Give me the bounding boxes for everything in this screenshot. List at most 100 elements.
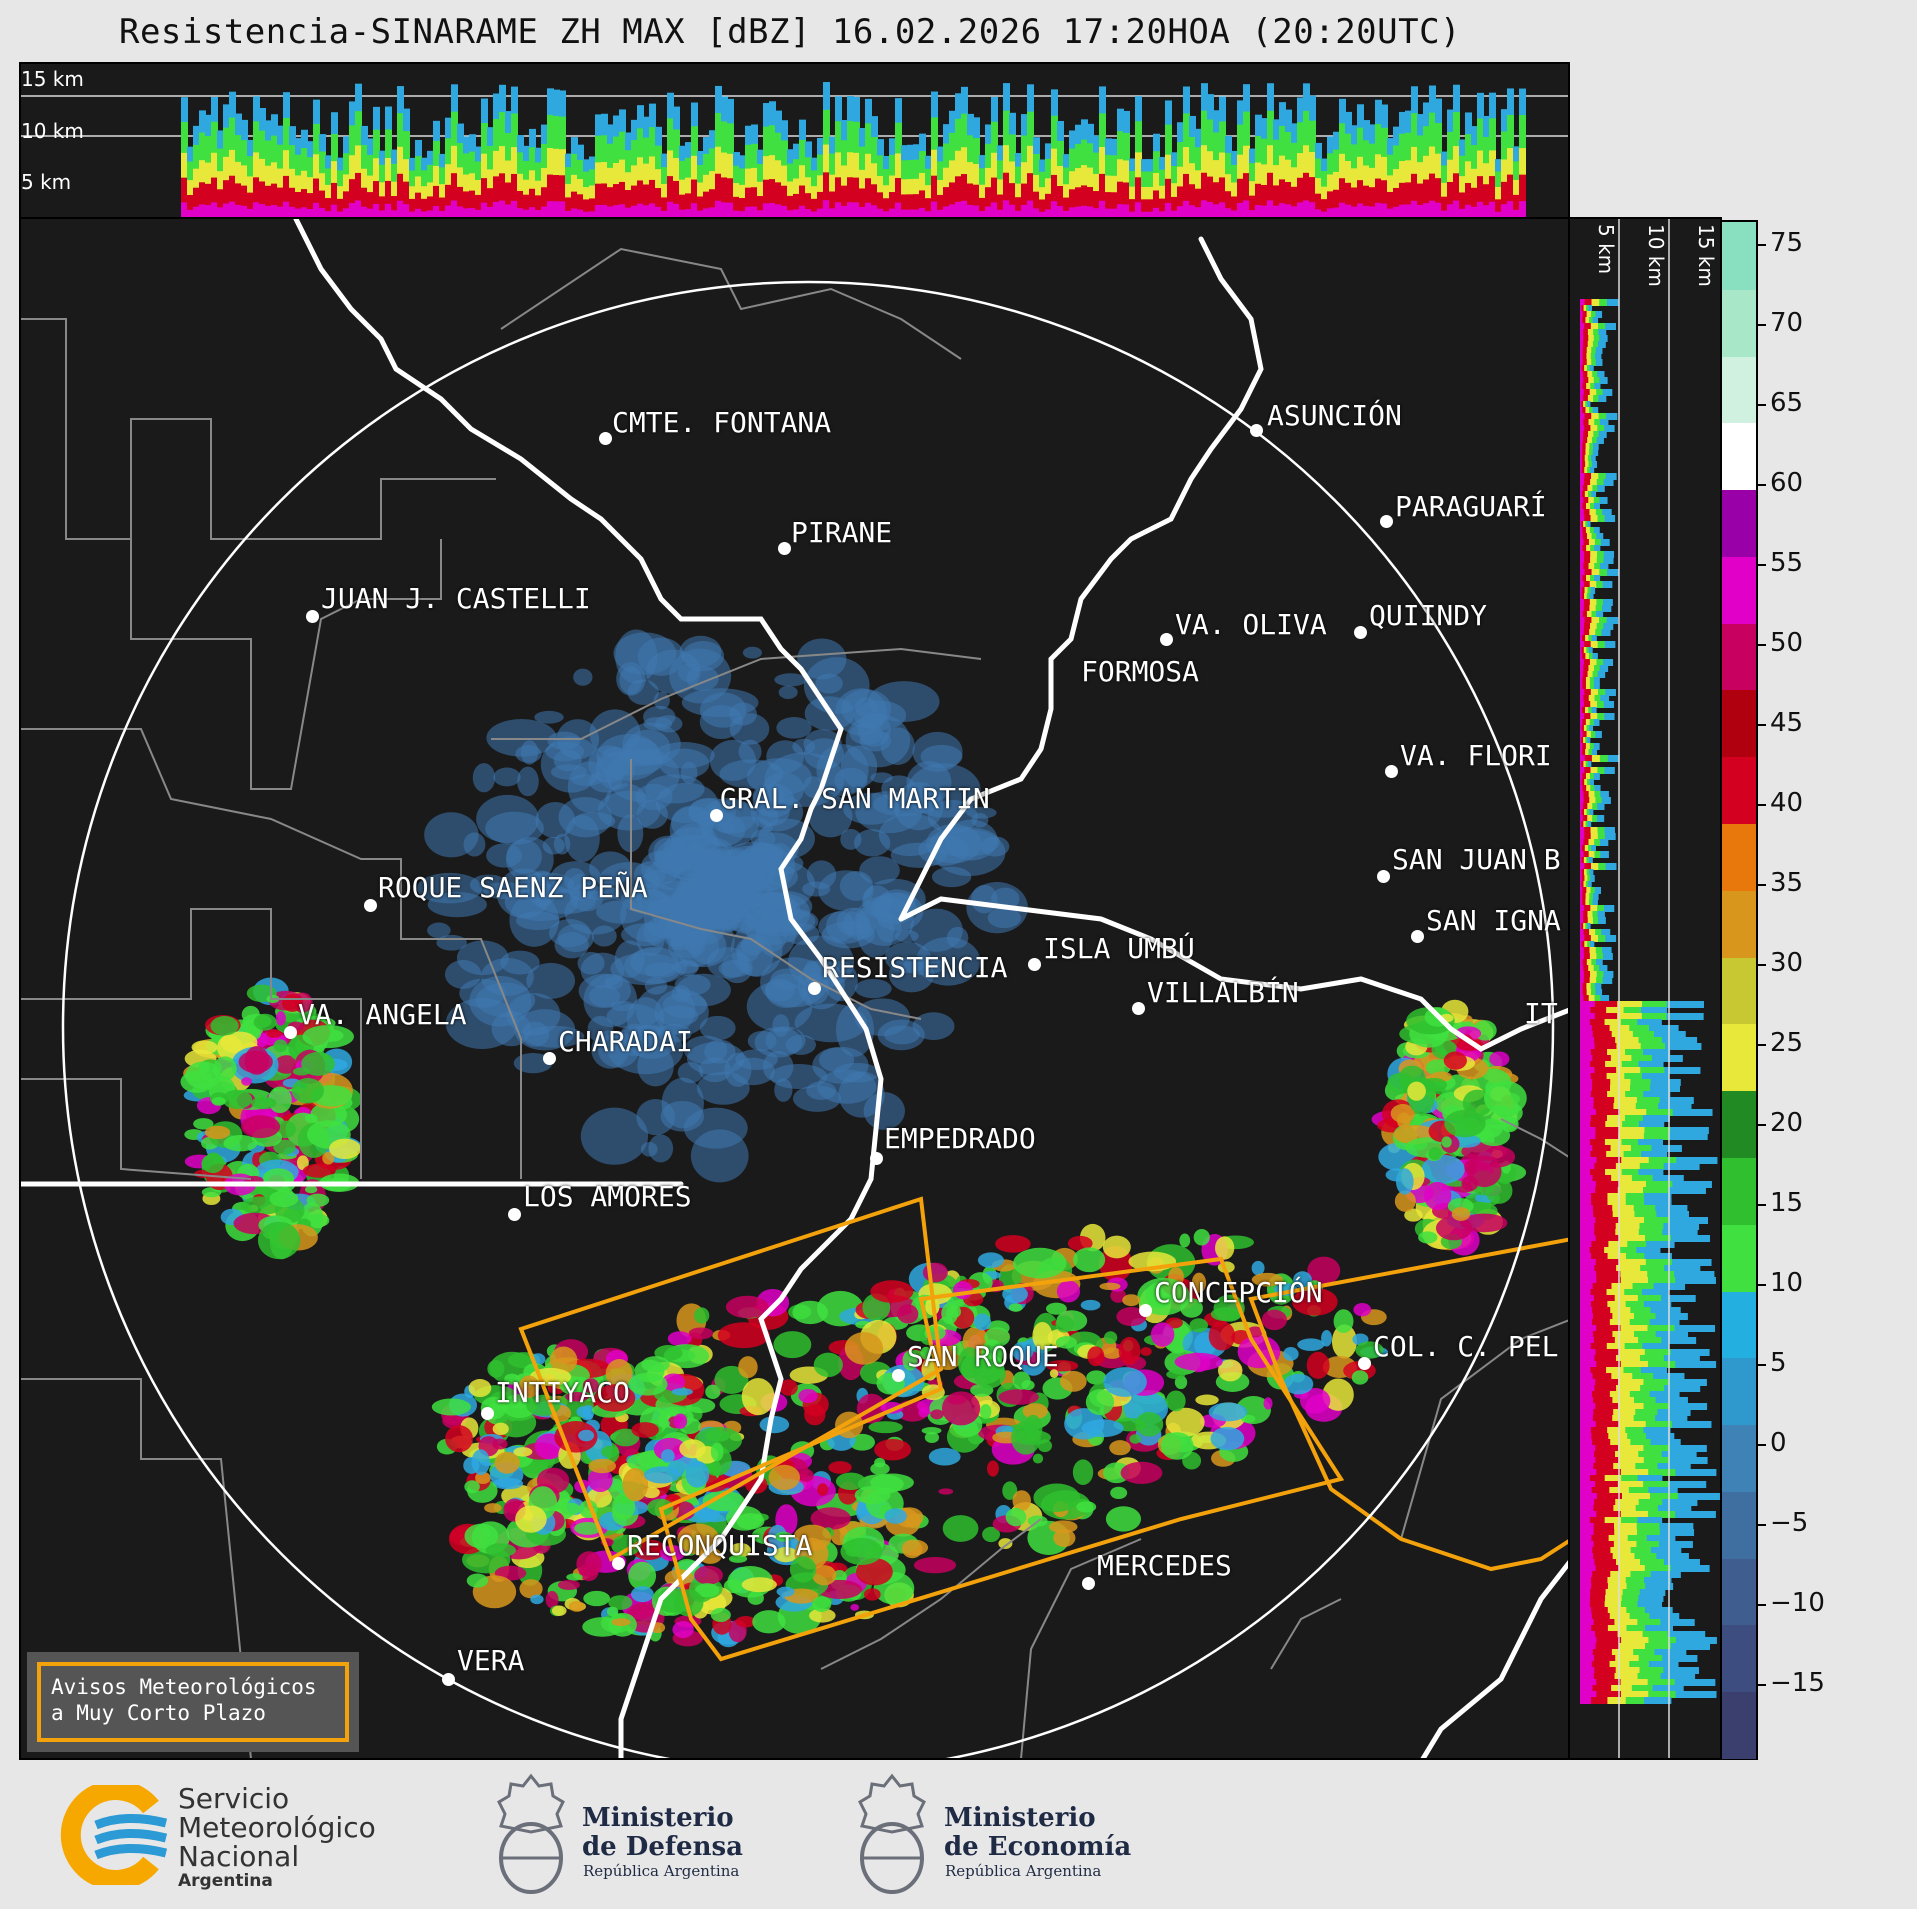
profile-row [1580, 1679, 1597, 1686]
echo-cell [930, 1409, 944, 1420]
profile-column [1333, 207, 1340, 217]
city-marker [808, 982, 821, 995]
city-label: VA. OLIVA [1175, 608, 1327, 641]
profile-column [301, 189, 308, 217]
profile-column [571, 208, 578, 217]
profile-column [757, 196, 764, 217]
echo-cell [1215, 1236, 1235, 1260]
echo-cell [622, 1468, 649, 1502]
echo-cell [471, 1449, 490, 1475]
echo-cell [913, 1557, 957, 1574]
profile-row [1580, 365, 1582, 372]
alerts-box[interactable]: Avisos Meteorológicos a Muy Corto Plazo [27, 1652, 359, 1752]
profile-column [739, 198, 746, 217]
profile-row [1580, 1205, 1613, 1212]
profile-row [1580, 1457, 1596, 1464]
echo-cell [1174, 1375, 1188, 1390]
profile-column [817, 208, 824, 217]
profile-row [1580, 851, 1584, 858]
profile-column [289, 187, 296, 217]
echo-cell [1322, 1378, 1354, 1411]
profile-row [1580, 1583, 1608, 1590]
profile-row [1580, 1241, 1592, 1248]
echo-cell [828, 1461, 852, 1474]
city-marker [1385, 765, 1398, 778]
profile-column [1501, 181, 1508, 217]
echo-cell [614, 940, 645, 978]
profile-row [1580, 737, 1582, 744]
profile-column [715, 200, 722, 217]
echo-cell [1195, 1394, 1219, 1406]
city-label: LOS AMORES [523, 1180, 692, 1213]
profile-column [679, 194, 686, 217]
profile-row [1580, 1445, 1619, 1452]
echo-cell [558, 797, 613, 838]
colorbar-tick-label: 30 [1770, 948, 1804, 978]
echo-cell [1087, 1346, 1105, 1367]
profile-column [541, 206, 548, 217]
profile-column [1063, 197, 1070, 217]
echo-cell [661, 1373, 686, 1392]
profile-row [1580, 827, 1591, 834]
echo-cell [475, 1471, 491, 1485]
echo-cell [952, 1281, 973, 1300]
profile-column [793, 209, 800, 217]
profile-row [1580, 1235, 1620, 1242]
colorbar-tick [1758, 324, 1766, 326]
echo-cell [322, 1151, 335, 1165]
echo-cell [549, 1346, 578, 1374]
echo-cell [445, 1425, 474, 1453]
profile-column [415, 192, 422, 217]
profile-row [1580, 809, 1585, 816]
profile-column [811, 198, 818, 217]
profile-row [1580, 1667, 1595, 1674]
echo-cell [729, 1542, 752, 1558]
echo-cell [577, 951, 605, 975]
echo-cell [1306, 1351, 1330, 1379]
profile-row [1580, 1499, 1616, 1506]
profile-column [1267, 200, 1274, 217]
profile-column [1183, 173, 1190, 217]
profile-column [1201, 172, 1208, 217]
profile-column [1303, 172, 1310, 217]
profile-column [913, 194, 920, 217]
echo-cell [492, 1422, 509, 1436]
profile-row [1580, 647, 1584, 654]
colorbar-tick [1758, 804, 1766, 806]
profile-column [1381, 203, 1388, 217]
profile-column [607, 206, 614, 217]
profile-column [1171, 196, 1178, 217]
echo-cell [589, 709, 641, 758]
echo-cell [725, 1505, 763, 1531]
profile-row [1580, 1529, 1594, 1536]
city-label: PIRANE [791, 516, 893, 549]
colorbar-tick-label: 75 [1770, 228, 1804, 258]
profile-column [1519, 201, 1526, 217]
profile-column [865, 202, 872, 217]
profile-column [1129, 199, 1136, 217]
profile-column [493, 176, 500, 217]
profile-column [1387, 191, 1394, 217]
profile-row [1580, 683, 1583, 690]
profile-column [1123, 182, 1130, 217]
profile-column [577, 209, 584, 217]
echo-cell [204, 1125, 231, 1140]
profile-column [1327, 191, 1334, 217]
profile-column [361, 206, 368, 217]
colorbar-segment [1722, 622, 1756, 691]
echo-cell [257, 1221, 301, 1260]
profile-row [1580, 359, 1587, 366]
echo-cell [1160, 1432, 1194, 1460]
profile-column [1105, 208, 1112, 217]
profile-column [1399, 182, 1406, 217]
colorbar-tick [1758, 1284, 1766, 1286]
profile-column [235, 204, 242, 217]
profile-row [1580, 767, 1591, 774]
profile-row [1580, 815, 1588, 822]
profile-row [1580, 1619, 1594, 1626]
echo-cell [468, 1379, 492, 1398]
colorbar-segment [1722, 1557, 1756, 1626]
profile-row [1580, 863, 1585, 870]
profile-row [1580, 1493, 1622, 1500]
colorbar-tick [1758, 964, 1766, 966]
